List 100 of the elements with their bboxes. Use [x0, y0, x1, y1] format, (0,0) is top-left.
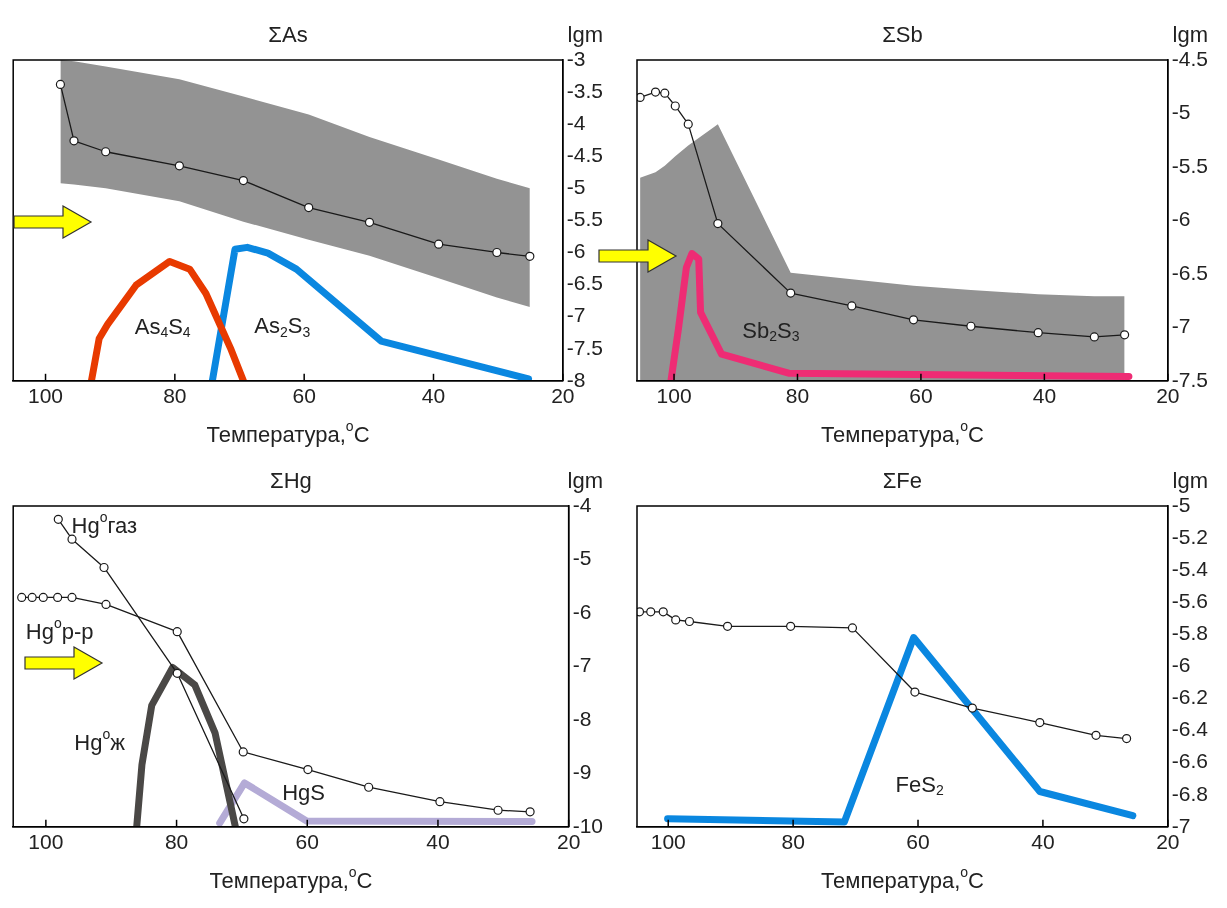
point — [525, 807, 535, 817]
point — [1035, 717, 1045, 728]
x-tick-label: 40 — [421, 384, 446, 408]
point — [847, 623, 858, 633]
chart-title: ΣFe — [882, 468, 923, 494]
point — [434, 239, 444, 249]
point — [966, 321, 976, 331]
point — [713, 219, 723, 229]
y-tick-label: -4.5 — [1171, 46, 1208, 70]
point — [364, 782, 374, 792]
point — [53, 592, 63, 603]
y-tick-label: -3 — [566, 46, 586, 70]
point — [637, 607, 645, 617]
y-tick-label: -5.8 — [1171, 621, 1208, 645]
x-tick-label: 100 — [656, 384, 692, 408]
point — [172, 668, 182, 678]
y-tick-label: -9 — [572, 760, 592, 784]
chart-title: ΣHg — [270, 468, 312, 494]
y-tick-label: -6 — [566, 239, 586, 263]
y-tick-label: -6 — [1171, 653, 1191, 677]
x-tick-label: 60 — [906, 830, 930, 854]
y-tick-label: -7 — [1171, 314, 1191, 338]
point — [304, 202, 314, 213]
point — [239, 814, 249, 824]
point — [684, 616, 695, 627]
x-tick-label: 80 — [785, 384, 810, 408]
y-tick-label: -6 — [572, 599, 592, 623]
y-tick-label: -5.4 — [1171, 556, 1209, 580]
point — [847, 301, 857, 311]
y-tick-label: -5 — [572, 546, 592, 570]
point — [525, 251, 535, 261]
point — [670, 101, 680, 111]
point — [53, 514, 63, 524]
point — [908, 315, 919, 325]
point — [637, 92, 645, 103]
x-tick-label: 80 — [164, 830, 189, 854]
y-tick-label: -5.2 — [1171, 524, 1208, 548]
y-tick-label: -5.5 — [1171, 153, 1208, 177]
point — [671, 615, 681, 625]
point — [303, 764, 313, 775]
y-tick-label: -4.5 — [566, 143, 603, 167]
x-tick-label: 40 — [426, 830, 450, 854]
y-tick-label: -4 — [572, 492, 592, 516]
point — [1122, 733, 1132, 744]
x-tick-label: 60 — [909, 384, 933, 408]
point — [683, 119, 693, 129]
x-tick-label: 80 — [781, 830, 805, 854]
x-tick-label: 20 — [1156, 830, 1180, 854]
y-tick-label: -6.5 — [566, 271, 603, 295]
y-axis-title: lgm — [567, 468, 603, 494]
point — [174, 161, 184, 171]
point — [786, 288, 796, 298]
y-tick-label: -8 — [572, 706, 592, 730]
point — [67, 592, 77, 603]
y-tick-label: -6.6 — [1171, 749, 1208, 773]
point — [17, 592, 27, 603]
y-tick-label: -5.6 — [1171, 589, 1208, 613]
x-tick-label: 60 — [292, 384, 316, 408]
y-tick-label: -5 — [1171, 492, 1191, 516]
point — [660, 88, 670, 98]
y-tick-label: -6.5 — [1171, 260, 1208, 284]
point — [967, 703, 977, 713]
point — [99, 562, 109, 573]
series-label: HgS — [282, 780, 325, 806]
y-tick-label: -6.4 — [1171, 717, 1209, 741]
point — [722, 621, 733, 631]
y-axis-title: lgm — [1172, 468, 1208, 494]
point — [172, 627, 182, 637]
y-axis-title: lgm — [567, 22, 603, 48]
x-tick-label: 100 — [650, 830, 686, 854]
y-tick-label: -6.8 — [1171, 781, 1208, 805]
point — [27, 592, 37, 603]
point — [786, 621, 796, 631]
point — [650, 87, 661, 97]
point — [38, 592, 48, 603]
point — [55, 79, 65, 89]
x-tick-label: 20 — [556, 830, 581, 854]
point — [101, 599, 111, 609]
point — [1091, 730, 1101, 740]
point — [492, 247, 502, 258]
x-tick-label: 20 — [551, 384, 575, 408]
x-tick-label: 40 — [1032, 384, 1057, 408]
x-tick-label: 80 — [163, 384, 187, 408]
y-tick-label: -3.5 — [566, 78, 603, 102]
x-tick-label: 100 — [28, 830, 64, 854]
y-axis-title: lgm — [1172, 22, 1208, 48]
point — [646, 607, 656, 617]
x-tick-label: 40 — [1031, 830, 1055, 854]
chart-title: ΣAs — [268, 22, 308, 48]
y-tick-label: -6 — [1171, 207, 1191, 231]
point — [1033, 328, 1043, 338]
point — [364, 217, 375, 227]
y-tick-label: -5.5 — [566, 207, 603, 231]
y-tick-label: -7.5 — [566, 335, 603, 359]
y-tick-label: -5 — [1171, 100, 1191, 124]
point — [238, 747, 248, 757]
chart-title: ΣSb — [882, 22, 923, 48]
y-tick-label: -7 — [566, 303, 586, 327]
point — [435, 797, 445, 807]
point — [69, 136, 79, 146]
